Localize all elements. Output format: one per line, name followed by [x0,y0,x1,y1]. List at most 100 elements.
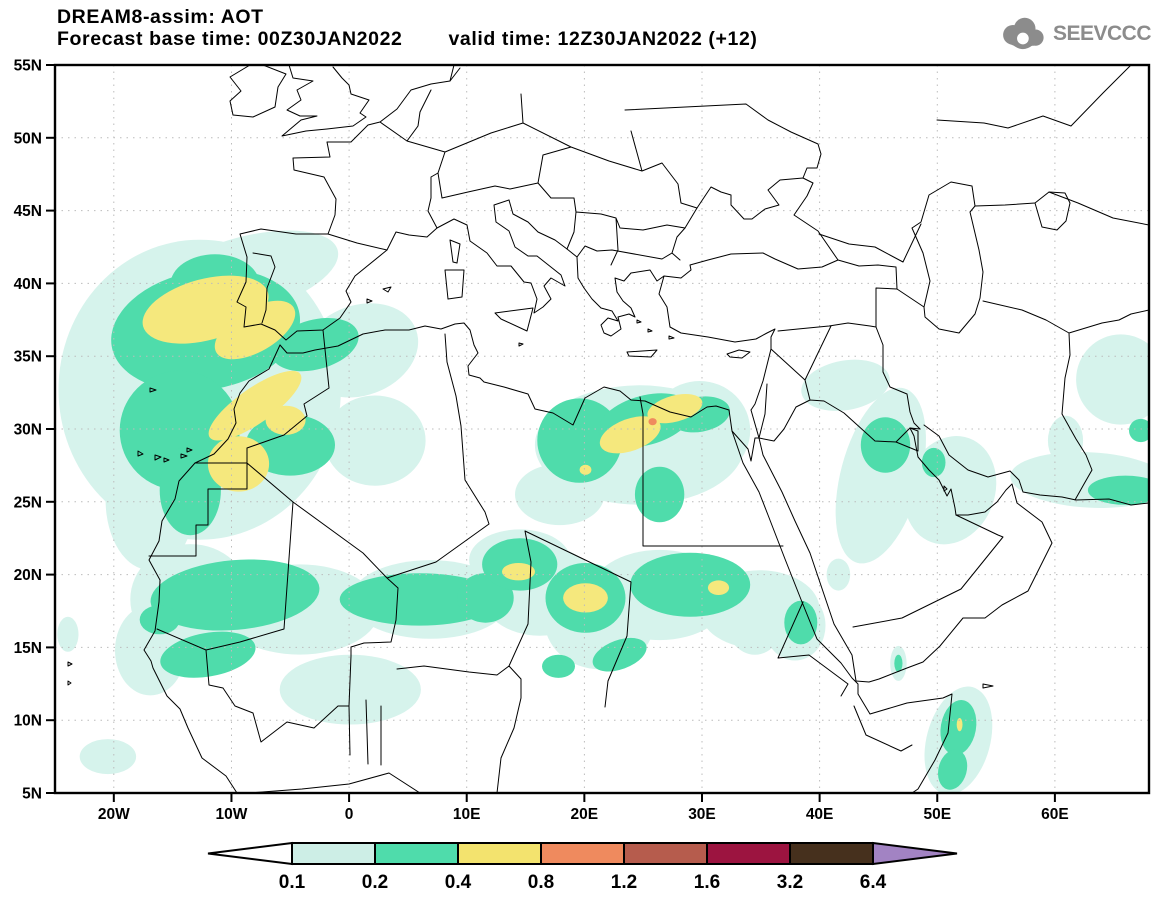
lon-tick-label: 20W [98,806,130,823]
lat-tick-label: 30N [14,422,42,439]
lon-tick-label: 20E [571,806,599,823]
colorbar-arrow-left [207,841,293,866]
aot-level-0.4-blob [265,405,306,435]
aot-level-0.2-blob [937,749,968,790]
lat-tick-label: 15N [14,640,42,657]
lon-tick-label: 10W [216,806,248,823]
lon-tick-label: 0 [345,806,354,823]
colorbar-label: 1.6 [694,872,720,893]
axis-ticks-and-labels: 55N 50N 45N 40N 35N 30N 25N 20N 15N 10N 5N 20W 10W 0 1… [14,58,1069,824]
aot-level-0.4-blob [956,718,963,732]
cloud-logo-icon [1003,17,1044,50]
colorbar-segment [291,842,376,865]
aot-level-0.4-blob [207,436,270,492]
colorbar-label: 1.2 [611,872,637,893]
borders-europe [379,67,822,266]
aot-level-0.4-blob [214,300,296,360]
aot-level-0.1-blob [1076,334,1149,425]
lat-tick-label: 25N [14,494,42,511]
aot-level-0.1-blob [801,359,890,411]
colorbar-legend: 0.1 0.2 0.4 0.8 1.2 1.6 3.2 6.4 [207,841,958,893]
coastline-west-europe [292,65,455,235]
colorbar-segment [374,842,459,865]
coastline-iran-pakistan [923,424,1149,506]
aot-level-0.2-blob [542,654,575,678]
lon-tick-label: 50E [923,806,951,823]
plot-header: DREAM8-assim: AOT Forecast base time: 00… [57,6,758,50]
coastline-balkans-greece [508,199,839,337]
colorbar-segment [623,842,708,865]
aot-level-0.4-blob [563,583,608,613]
aot-level-0.4-blob [707,580,730,595]
lat-tick-label: 55N [14,58,42,75]
coastline-ireland [229,65,287,118]
colorbar-segment [706,842,791,865]
aot-level-0.2-blob [1129,418,1149,443]
aot-level-0.1-blob [79,739,137,775]
island-sardinia [444,269,465,300]
forecast-base-time: Forecast base time: 00Z30JAN2022 [57,28,403,50]
coastline-great-britain [281,65,370,137]
valid-time: valid time: 12Z30JAN2022 (+12) [448,28,758,50]
colorbar-label: 0.8 [528,872,554,893]
lat-tick-label: 45N [14,203,42,220]
seevccc-logo: SEEVCCC [995,14,1152,54]
plot-subtitle: Forecast base time: 00Z30JAN2022 valid ti… [57,28,758,50]
aot-level-0.2-blob [921,447,946,478]
lon-tick-label: 60E [1041,806,1069,823]
colorbar-arrow-right [872,841,958,866]
aot-contour-field [57,230,1149,793]
lon-tick-label: 10E [453,806,481,823]
aot-level-0.2-blob [159,445,221,536]
aot-level-0.2-blob [537,398,622,483]
aot-level-0.1-blob [279,654,421,725]
lon-tick-label: 40E [806,806,834,823]
aot-level-0.2-blob [150,559,320,631]
aot-level-0.2-blob [860,417,911,473]
coastline-caspian-sea [911,181,984,334]
coastline-italy [386,199,566,314]
island-corsica [449,239,461,264]
borders-africa [148,329,913,793]
coastline-west-africa [143,344,281,793]
aot-level-0.1-blob [324,395,426,486]
aot-level-0.1-blob [57,616,79,652]
colorbar-label: 6.4 [860,872,887,893]
lat-tick-label: 5N [22,786,42,803]
coastline-gulf-of-guinea [248,772,421,793]
logo-text: SEEVCCC [1052,22,1152,45]
aot-level-0.2-blob [630,552,751,617]
island-sicily [494,307,534,332]
coastline-aral-sea [1034,191,1071,231]
island-cyprus [726,349,751,359]
colorbar-label: 0.1 [279,872,306,893]
lat-lon-grid [55,65,1149,793]
lat-tick-label: 20N [14,567,42,584]
aot-level-0.4-blob [502,563,535,581]
aot-level-0.2-blob [271,317,359,372]
aot-level-0.1-blob [826,558,851,591]
colorbar-label: 0.4 [445,872,472,893]
coastline-sinai [728,409,760,462]
coastline-turkey-levant [658,275,776,411]
coastline-black-sea [671,177,839,261]
aot-level-0.4-blob [599,416,661,454]
small-islands [67,286,994,689]
coastline-north-africa [279,322,730,426]
aot-level-0.2-blob [339,573,500,626]
colorbar-label: 3.2 [777,872,803,893]
lat-tick-label: 35N [14,349,42,366]
lat-tick-label: 50N [14,130,42,147]
aot-level-0.2-blob [160,631,256,678]
aot-level-0.2-blob [634,466,685,523]
colorbar-segment [789,842,874,865]
aot-level-0.1-blob [1047,415,1084,466]
coastlines-and-borders [67,65,1149,793]
colorbar-label: 0.2 [362,872,388,893]
lat-tick-label: 40N [14,276,42,293]
aot-level-0.4-blob [647,393,703,424]
colorbar-segment [457,842,542,865]
aot-level-0.2-blob [1087,475,1149,505]
